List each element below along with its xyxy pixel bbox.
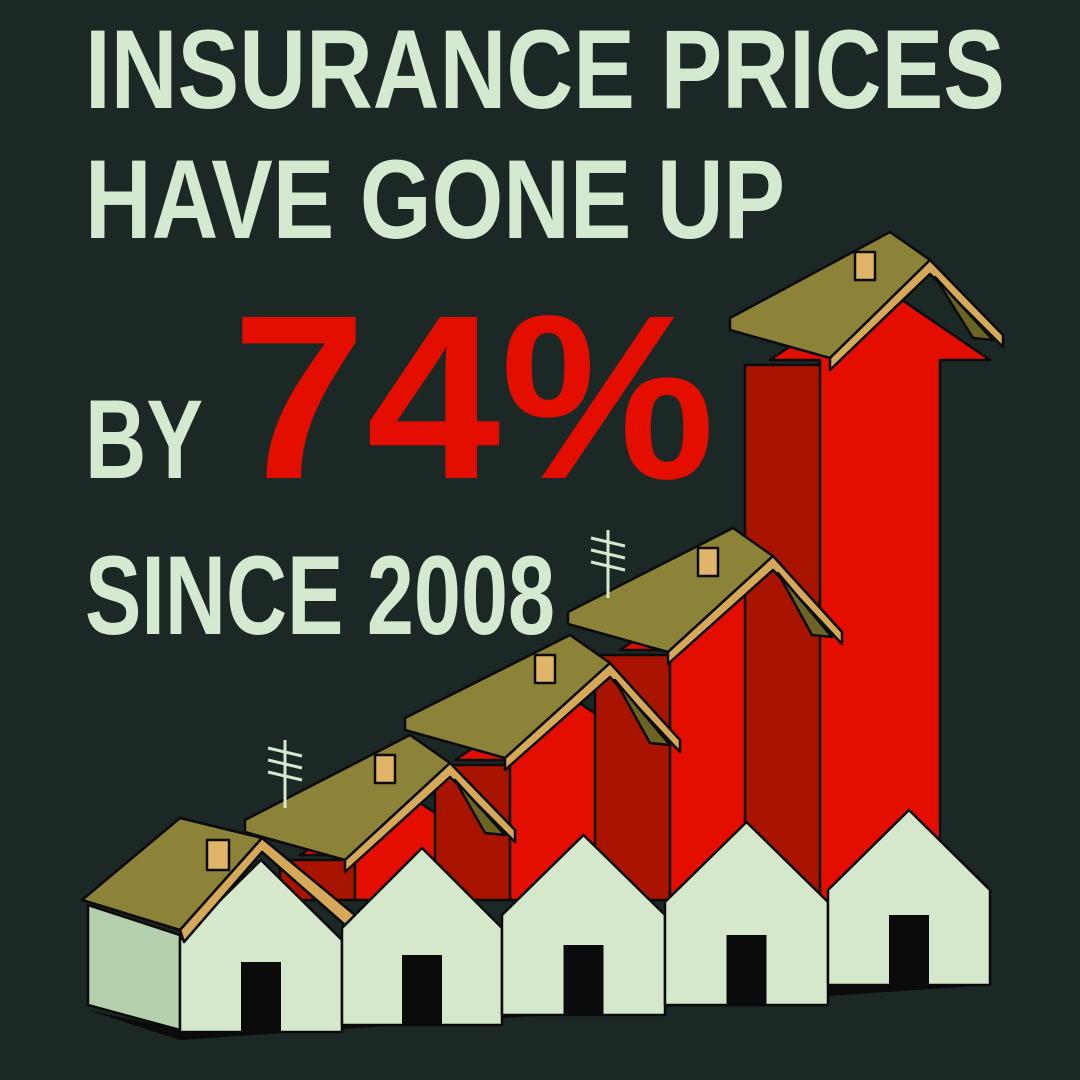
headline-line-4: SINCE 2008 <box>85 533 555 658</box>
chimney-icon <box>853 250 877 282</box>
floating-roofs <box>243 230 1005 874</box>
roof-edge <box>828 258 1005 372</box>
antenna-bar <box>590 536 626 548</box>
arrow-shaft-side <box>743 363 822 902</box>
chimney-icon <box>696 546 720 578</box>
roof-edge <box>503 661 682 772</box>
house-door <box>726 935 767 1005</box>
first-house-roof-edge <box>178 836 357 944</box>
headline-percent: 74% <box>232 266 715 528</box>
house-door <box>402 955 442 1025</box>
chimney-icon <box>533 653 557 685</box>
headline-by: BY <box>85 377 203 502</box>
roof-edge <box>666 554 844 666</box>
antenna-bar <box>590 548 626 560</box>
house-door <box>241 962 281 1032</box>
chimney-icon <box>373 753 397 785</box>
antenna-bar <box>267 746 303 758</box>
antenna-bar <box>267 770 303 782</box>
roof-edge <box>343 761 517 874</box>
house-door <box>563 945 604 1015</box>
headline-line-2: HAVE GONE UP <box>85 137 785 262</box>
roof-shadow <box>453 778 507 837</box>
roof-shadow <box>613 678 672 747</box>
chimney-icon <box>205 838 231 872</box>
house-front <box>826 808 992 987</box>
roof-shadow <box>776 571 834 639</box>
house-door <box>889 915 929 985</box>
antenna-bar <box>590 560 626 572</box>
antenna-bar <box>267 758 303 770</box>
roof-shadow <box>933 275 995 342</box>
house-row <box>80 808 992 1040</box>
headline-line-1: INSURANCE PRICES <box>85 7 1005 132</box>
